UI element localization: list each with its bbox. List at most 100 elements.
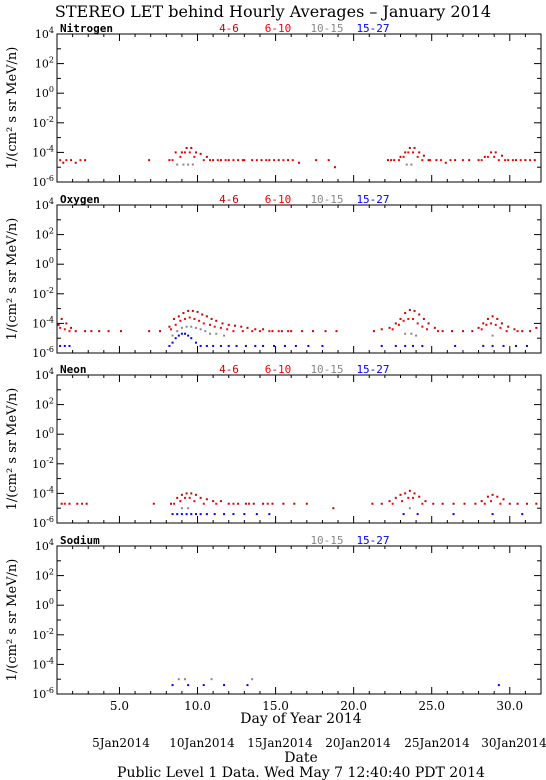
data-point-4-6 [173, 317, 176, 320]
date-tick-label: 30Jan2014 [481, 736, 546, 750]
data-point-4-6 [335, 330, 338, 333]
data-point-10-15 [180, 507, 183, 510]
data-point-6-10 [494, 323, 497, 326]
data-point-15-27 [452, 513, 455, 516]
data-point-4-6 [315, 159, 318, 162]
data-point-6-10 [193, 155, 196, 158]
data-point-6-10 [499, 502, 502, 505]
data-point-4-6 [177, 315, 180, 318]
data-point-15-27 [202, 684, 205, 687]
data-point-4-6 [148, 159, 151, 162]
data-point-6-10 [497, 159, 500, 162]
data-point-6-10 [461, 159, 464, 162]
data-point-10-15 [404, 332, 407, 335]
data-point-6-10 [241, 159, 244, 162]
data-point-6-10 [402, 319, 405, 322]
data-point-4-6 [461, 330, 464, 333]
data-point-4-6 [333, 166, 336, 169]
data-point-6-10 [391, 328, 394, 331]
data-point-4-6 [422, 317, 425, 320]
data-point-15-27 [515, 344, 518, 347]
data-point-4-6 [227, 159, 230, 162]
data-point-6-10 [232, 159, 235, 162]
data-point-4-6 [496, 317, 499, 320]
data-point-15-27 [171, 341, 174, 344]
data-point-15-27 [525, 344, 528, 347]
data-point-15-27 [187, 684, 190, 687]
data-point-4-6 [404, 151, 407, 154]
y-tick-label: 100 [35, 597, 54, 612]
y-axis-label: 1/(cm² s sr MeV/n) [5, 559, 20, 682]
data-point-15-27 [184, 332, 187, 335]
data-point-4-6 [199, 152, 202, 155]
data-point-4-6 [394, 322, 397, 325]
panel-nitrogen: 104 102 100 10-2 10-4 10-6 Nitrogen 4-6 6-10 10-1… [5, 22, 542, 189]
data-point-4-6 [491, 315, 494, 318]
y-tick-label: 104 [35, 197, 54, 212]
legend-entry: 10-15 [310, 363, 343, 376]
data-point-15-27 [168, 344, 171, 347]
data-point-4-6 [254, 328, 257, 331]
data-point-4-6 [507, 159, 510, 162]
data-point-15-27 [205, 513, 208, 516]
data-point-6-10 [529, 159, 532, 162]
data-point-4-6 [312, 330, 315, 333]
date-tick-label: 20Jan2014 [325, 736, 391, 750]
data-point-6-10 [426, 328, 429, 331]
data-point-15-27 [185, 513, 188, 516]
data-point-15-27 [321, 344, 324, 347]
x-tick-label: 5.0 [110, 699, 129, 713]
data-point-4-6 [435, 159, 438, 162]
legend-entry: 10-15 [310, 193, 343, 206]
data-point-4-6 [486, 317, 489, 320]
data-point-6-10 [449, 159, 452, 162]
x-tick-label: 30.0 [496, 699, 523, 713]
data-point-15-27 [213, 513, 216, 516]
data-point-6-10 [390, 159, 393, 162]
data-point-6-10 [255, 159, 258, 162]
data-point-6-10 [179, 319, 182, 322]
data-point-15-27 [199, 344, 202, 347]
y-tick-label: 10-6 [32, 686, 54, 701]
data-point-15-27 [243, 513, 246, 516]
data-point-6-10 [68, 330, 71, 333]
data-point-6-10 [80, 502, 83, 505]
data-point-4-6 [237, 502, 240, 505]
data-point-6-10 [485, 323, 488, 326]
legend-entry: 10-15 [310, 22, 343, 35]
plot-frame [56, 545, 542, 695]
data-point-4-6 [324, 330, 327, 333]
data-point-6-10 [219, 326, 222, 329]
data-point-4-6 [70, 159, 73, 162]
legend-entry: 15-27 [356, 363, 389, 376]
data-point-4-6 [251, 159, 254, 162]
data-point-6-10 [188, 151, 191, 154]
data-point-10-15 [184, 678, 187, 681]
date-axis-label: Date [284, 750, 317, 766]
data-point-15-27 [63, 344, 66, 347]
data-point-6-10 [59, 326, 62, 329]
date-tick-label: 25Jan2014 [404, 736, 470, 750]
y-tick-label: 10-6 [32, 515, 54, 530]
data-point-4-6 [148, 330, 151, 333]
data-point-4-6 [282, 502, 285, 505]
data-point-4-6 [287, 159, 290, 162]
data-point-4-6 [463, 502, 466, 505]
data-point-4-6 [427, 322, 430, 325]
data-point-6-10 [174, 323, 177, 326]
data-point-15-27 [177, 334, 180, 337]
data-point-4-6 [205, 315, 208, 318]
data-point-4-6 [394, 496, 397, 499]
data-point-4-6 [388, 500, 391, 503]
data-point-6-10 [499, 326, 502, 329]
date-axis: 5Jan2014 10Jan2014 15Jan2014 20Jan2014 25Jan… [92, 736, 546, 750]
legend-entry: 6-10 [265, 22, 292, 35]
data-point-6-10 [63, 502, 66, 505]
data-point-4-6 [168, 159, 171, 162]
data-point-4-6 [201, 313, 204, 316]
data-point-4-6 [388, 326, 391, 329]
data-point-4-6 [454, 159, 457, 162]
data-point-4-6 [427, 159, 430, 162]
data-point-15-27 [227, 344, 230, 347]
data-point-6-10 [411, 496, 414, 499]
